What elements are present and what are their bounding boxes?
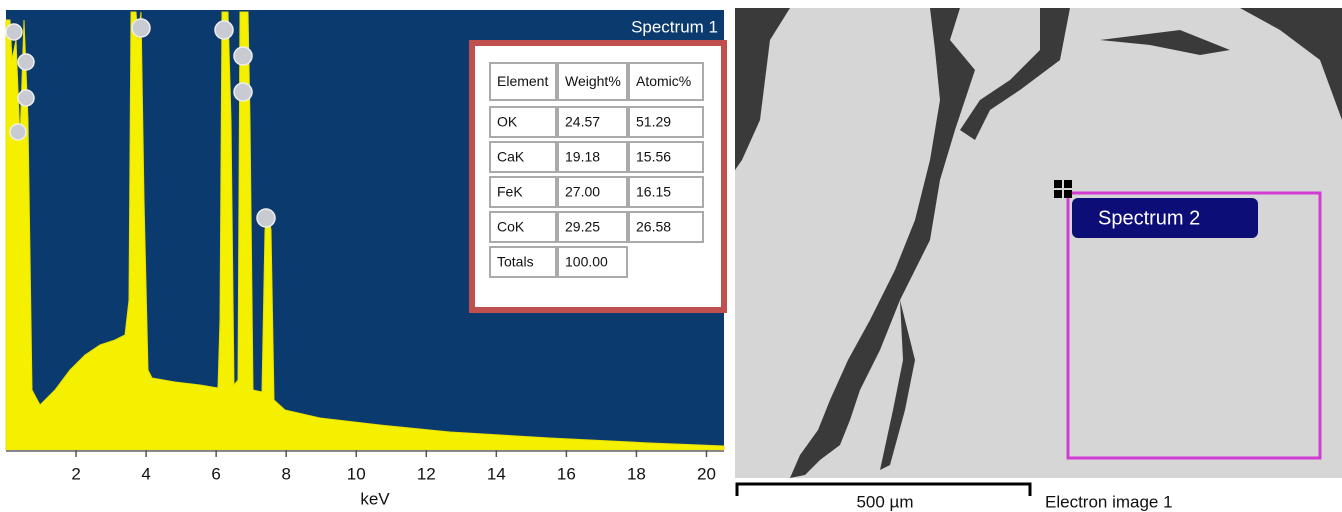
table-value: 27.00 — [565, 184, 600, 200]
table-header: Weight% — [565, 73, 621, 89]
table-value: 15.56 — [636, 149, 671, 165]
table-value: 51.29 — [636, 114, 671, 130]
x-tick-label: 4 — [141, 464, 150, 483]
electron-image — [735, 8, 1342, 478]
x-tick-label: 10 — [347, 464, 366, 483]
table-value: Totals — [497, 254, 534, 270]
x-axis-label: keV — [360, 489, 390, 508]
table-value: 26.58 — [636, 219, 671, 235]
table-value: CaK — [497, 149, 525, 165]
table-value: 24.57 — [565, 114, 600, 130]
figure: Spectrum 1 keV ElementWeight%Atomic%OK24… — [0, 0, 1342, 512]
image-caption: Electron image 1 — [1045, 492, 1173, 511]
scale-bar-label: 500 µm — [856, 492, 913, 511]
spectrum-title: Spectrum 1 — [631, 17, 718, 36]
x-tick-label: 14 — [487, 464, 506, 483]
x-tick-label: 18 — [627, 464, 646, 483]
table-value: 29.25 — [565, 219, 600, 235]
table-header: Element — [497, 73, 548, 89]
table-value: CoK — [497, 219, 525, 235]
x-tick-label: 2 — [71, 464, 80, 483]
x-tick-label: 12 — [417, 464, 436, 483]
table-header: Atomic% — [636, 73, 691, 89]
table-value: 100.00 — [565, 254, 608, 270]
x-axis — [6, 450, 724, 452]
region-label: Spectrum 2 — [1098, 207, 1200, 229]
table-value: 16.15 — [636, 184, 671, 200]
table-value: FeK — [497, 184, 523, 200]
table-value: 19.18 — [565, 149, 600, 165]
x-tick-label: 6 — [211, 464, 220, 483]
table-value: OK — [497, 114, 518, 130]
x-tick-label: 20 — [697, 464, 716, 483]
x-tick-label: 8 — [281, 464, 290, 483]
x-tick-label: 16 — [557, 464, 576, 483]
